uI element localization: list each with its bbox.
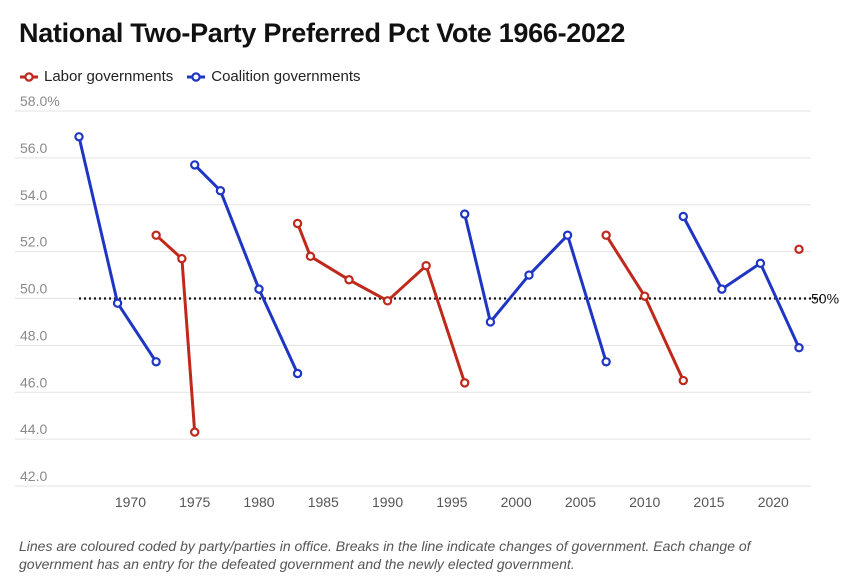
x-tick-label: 1985: [308, 494, 339, 510]
coalition-data-point: [524, 270, 534, 280]
y-tick-label: 52.0: [20, 234, 47, 250]
labor-data-point: [151, 230, 161, 240]
labor-data-point: [640, 291, 650, 301]
x-tick-label: 1970: [115, 494, 146, 510]
x-tick-label: 2015: [693, 494, 724, 510]
legend-marker-coalition: [187, 71, 206, 82]
labor-data-point: [382, 296, 393, 306]
coalition-data-point: [678, 211, 688, 222]
coalition-data-point: [215, 185, 226, 196]
y-tick-label: 54.0: [20, 187, 47, 203]
coalition-data-point: [755, 258, 766, 269]
legend-label-labor: Labor governments: [44, 68, 174, 85]
x-tick-label: 2010: [629, 494, 660, 510]
coalition-data-point: [190, 160, 200, 170]
coalition-data-point: [112, 298, 123, 308]
labor-data-point: [177, 253, 187, 264]
coalition-series-line: [193, 163, 300, 375]
y-tick-label: 56.0: [20, 140, 47, 156]
labor-data-point: [421, 260, 431, 271]
chart-title: National Two-Party Preferred Pct Vote 19…: [19, 18, 626, 48]
reference-line-label: 50%: [811, 291, 839, 307]
x-tick-label: 2005: [565, 494, 596, 510]
y-tick-label: 50.0: [20, 281, 47, 297]
coalition-data-point: [254, 284, 264, 294]
y-tick-label: 44.0: [20, 421, 47, 437]
legend-marker-labor: [20, 71, 38, 82]
coalition-series-line: [681, 215, 801, 350]
y-tick-label: 48.0: [20, 327, 47, 343]
labor-series-line: [154, 233, 197, 434]
chart-footnote: Lines are coloured coded by party/partie…: [19, 538, 751, 572]
y-tick-label: 46.0: [20, 374, 47, 390]
y-tick-label: 58.0%: [20, 93, 60, 109]
coalition-data-point: [74, 132, 84, 142]
coalition-data-point: [601, 357, 611, 367]
legend-label-coalition: Coalition governments: [211, 68, 361, 85]
x-tick-label: 1990: [372, 494, 403, 510]
legend-item-coalition[interactable]: Coalition governments: [187, 68, 361, 85]
coalition-data-point: [717, 284, 727, 294]
x-tick-label: 1980: [243, 494, 274, 510]
coalition-data-point: [485, 317, 496, 327]
y-tick-label: 42.0: [20, 468, 47, 484]
labor-data-point: [794, 244, 804, 254]
x-tick-label: 2000: [501, 494, 532, 510]
labor-series-line: [604, 233, 685, 382]
x-tick-label: 1975: [179, 494, 210, 510]
coalition-data-point: [460, 209, 470, 219]
labor-data-point: [344, 275, 354, 285]
x-tick-label: 2020: [758, 494, 789, 510]
labor-data-point: [190, 427, 200, 437]
x-tick-label: 1995: [436, 494, 467, 510]
labor-data-point: [305, 251, 316, 262]
coalition-series-line: [77, 135, 158, 364]
legend-item-labor[interactable]: Labor governments: [20, 68, 173, 85]
labor-data-point: [460, 378, 470, 388]
labor-data-point: [678, 375, 688, 386]
labor-data-point: [292, 218, 303, 229]
labor-series-line: [296, 222, 467, 385]
coalition-data-point: [292, 368, 303, 379]
coalition-data-point: [562, 230, 573, 240]
coalition-series-line: [463, 212, 608, 364]
coalition-data-point: [151, 357, 161, 367]
labor-data-point: [601, 230, 611, 240]
chart-legend: Labor governments Coalition governments: [20, 68, 361, 85]
coalition-data-point: [794, 343, 804, 353]
